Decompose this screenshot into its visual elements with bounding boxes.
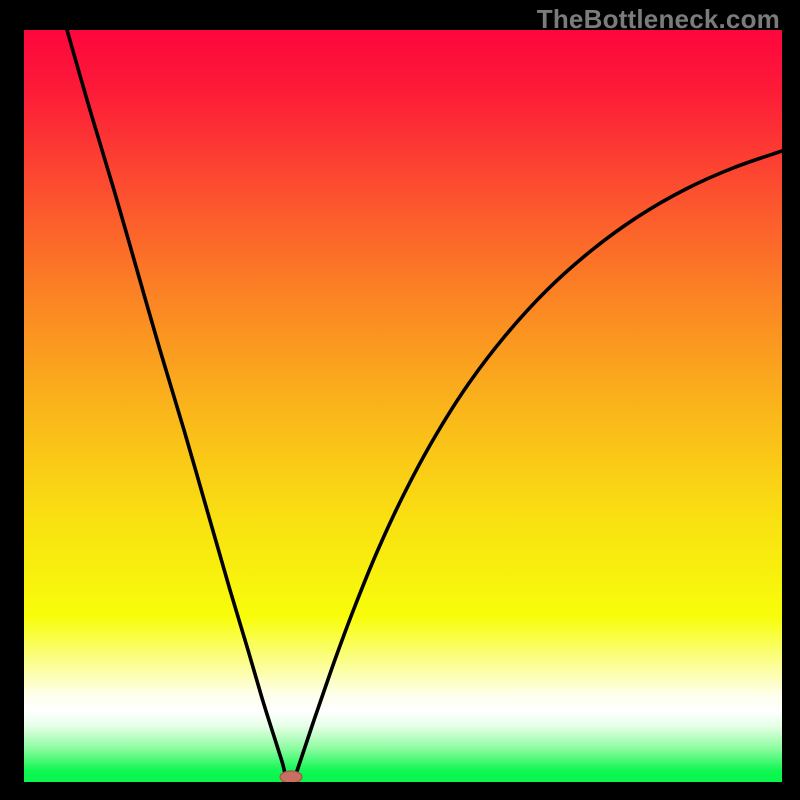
- plot-area: [24, 30, 782, 782]
- watermark-label: TheBottleneck.com: [537, 4, 780, 35]
- chart-frame: TheBottleneck.com: [0, 0, 800, 800]
- gradient-background: [24, 30, 782, 782]
- optimum-marker: [280, 771, 302, 782]
- bottleneck-chart-svg: [24, 30, 782, 782]
